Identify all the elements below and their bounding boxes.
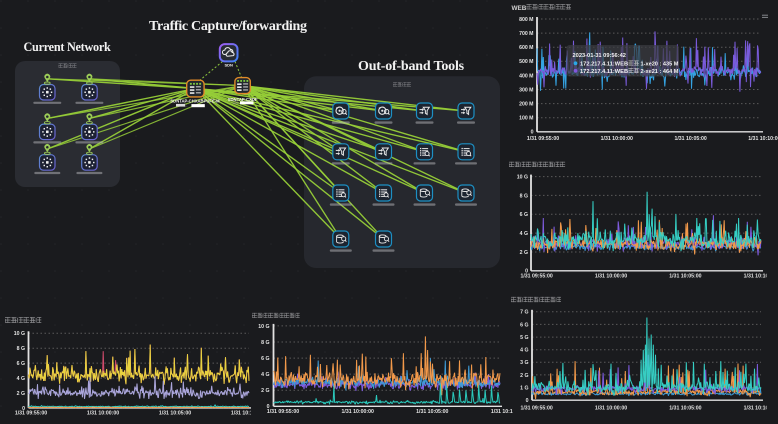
svg-text:6 G: 6 G [520, 212, 528, 218]
svg-text:8 G: 8 G [520, 193, 528, 199]
svg-text:2023-01-31 09:56:42: 2023-01-31 09:56:42 [573, 53, 626, 59]
svg-text:2 G: 2 G [17, 391, 25, 397]
svg-text:1-xe20 : 435 M: 1-xe20 : 435 M [641, 61, 679, 67]
svg-text:1/31 10:05:00: 1/31 10:05:00 [669, 406, 701, 412]
svg-text:1/31 10:00:00: 1/31 10:00:00 [87, 411, 119, 417]
svg-text:10 G: 10 G [14, 331, 25, 337]
svg-text:300 M: 300 M [519, 87, 533, 93]
svg-text:1/31 09:55:00: 1/31 09:55:00 [520, 406, 552, 412]
svg-text:3 G: 3 G [520, 360, 528, 366]
svg-text:SDN: SDN [224, 62, 233, 67]
svg-text:6 G: 6 G [17, 361, 25, 367]
svg-text:500 M: 500 M [519, 59, 533, 65]
svg-text:8 G: 8 G [17, 346, 25, 352]
svg-text:1/31 10:05:00: 1/31 10:05:00 [669, 273, 701, 279]
svg-text:1/31 09:55:00: 1/31 09:55:00 [267, 409, 299, 415]
svg-text:5 G: 5 G [520, 335, 528, 341]
svg-text:1/31 10:05:00: 1/31 10:05:00 [416, 409, 448, 415]
svg-text:6 G: 6 G [520, 322, 528, 328]
svg-text:1/31 10:00:00: 1/31 10:00:00 [342, 409, 374, 415]
svg-text:2 G: 2 G [520, 250, 528, 256]
svg-text:1/31 10:10:00: 1/31 10:10:00 [748, 136, 778, 142]
svg-text:2 G: 2 G [520, 373, 528, 379]
svg-text:1/31 10:00:00: 1/31 10:00:00 [601, 136, 633, 142]
svg-text:4 G: 4 G [261, 372, 269, 378]
svg-text:4 G: 4 G [520, 348, 528, 354]
svg-text:10 G: 10 G [258, 324, 269, 330]
svg-text:4 G: 4 G [520, 231, 528, 237]
svg-text:400 M: 400 M [519, 73, 533, 79]
svg-text:700 M: 700 M [519, 31, 533, 37]
svg-text:1/31 09:55:00: 1/31 09:55:00 [520, 273, 552, 279]
svg-text:1/31 10:10:00: 1/31 10:10:00 [491, 409, 523, 415]
svg-text:1/31 10:05:00: 1/31 10:05:00 [159, 411, 191, 417]
svg-text:1/31 10:10:00: 1/31 10:10:00 [744, 406, 776, 412]
svg-text:1/31 10:05:00: 1/31 10:05:00 [674, 136, 706, 142]
svg-text:1/31 09:55:00: 1/31 09:55:00 [15, 411, 47, 417]
svg-text:320: 320 [233, 101, 239, 105]
svg-text:7 G: 7 G [520, 310, 528, 316]
svg-text:WEB: WEB [512, 5, 527, 12]
svg-text:1/31 09:55:00: 1/31 09:55:00 [527, 136, 559, 142]
svg-text:8 G: 8 G [261, 340, 269, 346]
svg-text:4 G: 4 G [17, 376, 25, 382]
svg-text:0: 0 [526, 398, 529, 404]
svg-text:0: 0 [22, 406, 25, 412]
svg-text:1 G: 1 G [520, 386, 528, 392]
svg-text:0: 0 [267, 404, 270, 410]
svg-text:2-xe21 : 464 M: 2-xe21 : 464 M [641, 69, 679, 75]
svg-text:1/31 10:00:00: 1/31 10:00:00 [595, 273, 627, 279]
svg-text:0: 0 [525, 269, 528, 275]
svg-text:600 M: 600 M [519, 45, 533, 51]
svg-text:1/31 10:00:00: 1/31 10:00:00 [595, 406, 627, 412]
svg-text:800 M: 800 M [519, 17, 533, 23]
svg-text:1/31 10:10:00: 1/31 10:10:00 [231, 411, 263, 417]
svg-text:0: 0 [531, 130, 534, 136]
svg-text:2 G: 2 G [261, 388, 269, 394]
svg-text:172.217.4.11:WEB: 172.217.4.11:WEB [580, 61, 628, 67]
svg-text:6 G: 6 G [261, 356, 269, 362]
svg-text:100 M: 100 M [519, 116, 533, 122]
svg-text:172.217.4.11:WEB: 172.217.4.11:WEB [580, 69, 628, 75]
svg-text:SDNTAP-CXDF: SDNTAP-CXDF [228, 97, 258, 102]
svg-text:200 M: 200 M [519, 102, 533, 108]
svg-text:SDNTAP-CHXABPUFE-M: SDNTAP-CHXABPUFE-M [170, 99, 220, 104]
svg-text:1/31 10:10:00: 1/31 10:10:00 [744, 273, 776, 279]
svg-text:10 G: 10 G [517, 175, 528, 181]
